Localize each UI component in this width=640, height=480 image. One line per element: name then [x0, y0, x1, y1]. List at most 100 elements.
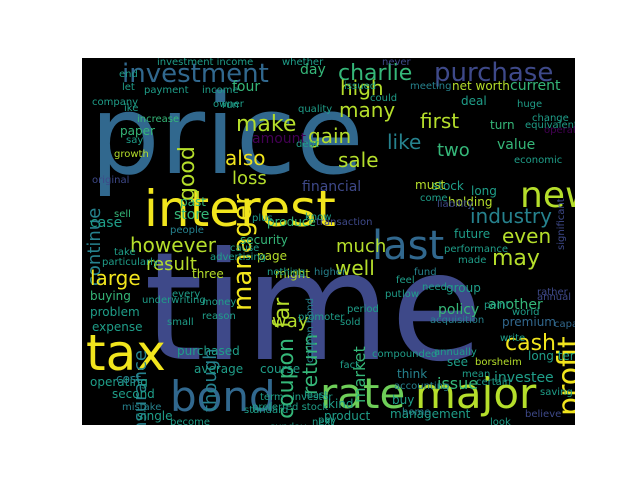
- word-ike: ike: [124, 103, 139, 114]
- word-particularly: particularly: [102, 257, 159, 268]
- word-mistake: mistake: [122, 402, 162, 413]
- word-long: long: [471, 184, 497, 198]
- word-rate: rate: [320, 369, 406, 418]
- word-investment-income: investment income: [157, 58, 254, 68]
- word-believe: believe: [525, 409, 562, 420]
- word-pay: pay: [318, 415, 337, 426]
- word-way: way: [272, 311, 309, 332]
- word-annually: annually: [434, 347, 477, 358]
- word-cause: cause: [230, 243, 260, 254]
- word-operation: operation: [544, 125, 575, 136]
- word-promoter: promoter: [298, 312, 345, 323]
- word-day: day: [300, 62, 326, 78]
- word-home: home: [402, 407, 431, 418]
- word-acquisition: acquisition: [430, 315, 485, 326]
- word-need: need: [422, 282, 447, 293]
- word-compounded: compounded: [372, 349, 438, 360]
- word-value: value: [497, 137, 536, 153]
- word-people: people: [170, 225, 204, 236]
- word-loss: loss: [232, 168, 267, 189]
- word-capacity: capacity: [554, 319, 575, 330]
- word-also: also: [225, 146, 266, 170]
- word-feel: feel: [396, 275, 415, 286]
- word-single: single: [137, 409, 173, 423]
- word-buy: buy: [392, 393, 415, 407]
- word-let: let: [122, 82, 135, 93]
- word-plus: plus: [252, 213, 273, 224]
- word-issued: issued: [344, 81, 377, 92]
- word-interest: interest: [144, 180, 336, 238]
- word-annual: annual: [537, 292, 572, 303]
- word-good: good: [175, 146, 200, 201]
- word-purchase: purchase: [434, 58, 554, 88]
- word-net-worth: net worth: [452, 79, 510, 93]
- word-come: come: [420, 193, 448, 204]
- word-take: take: [114, 247, 136, 258]
- word-policy: policy: [438, 302, 480, 318]
- word-higher: higher: [314, 267, 347, 278]
- word-certain: certain: [476, 377, 511, 388]
- word-high: high: [340, 76, 384, 100]
- word-many: many: [339, 98, 396, 122]
- word-could: could: [370, 93, 398, 104]
- word-income: income: [202, 85, 239, 96]
- word-coupon-bond: coupon bond: [305, 297, 316, 363]
- word-change: change: [532, 113, 569, 124]
- word-average: average: [194, 362, 244, 376]
- word-standard: standard: [244, 405, 289, 416]
- word-four: four: [232, 79, 261, 95]
- word-future: future: [454, 227, 491, 241]
- word-term: term: [260, 392, 284, 403]
- word-money: money: [202, 297, 237, 308]
- word-two: two: [437, 140, 470, 161]
- word-case: case: [90, 215, 123, 231]
- word-product: product: [324, 409, 371, 423]
- word-owner: owner: [213, 99, 244, 110]
- word-cash: cash: [505, 331, 556, 356]
- word-investee: investee: [494, 370, 554, 386]
- word-might: might: [275, 267, 310, 281]
- word-liability: liability: [437, 199, 474, 210]
- word-underwriting: underwriting: [142, 295, 206, 306]
- word-time: time: [144, 221, 483, 395]
- word-group: group: [446, 281, 481, 295]
- word-least: least: [304, 390, 329, 401]
- word-sell: sell: [114, 209, 131, 220]
- word-gain: gain: [308, 124, 352, 148]
- word-buying: buying: [90, 289, 131, 303]
- word-next: next: [312, 417, 335, 426]
- word-even: even: [502, 224, 552, 248]
- word-charlie: charlie: [338, 61, 413, 86]
- word-another: another: [488, 297, 543, 313]
- word-sunday: sunday: [270, 423, 306, 426]
- word-payment: payment: [144, 85, 189, 96]
- word-deal: deal: [461, 94, 487, 108]
- word-bond: bond: [170, 372, 276, 421]
- word-large: large: [90, 266, 141, 290]
- word-point: point: [484, 300, 510, 311]
- word-premium: premium: [502, 315, 556, 329]
- word-equivalent: equivalent: [525, 120, 575, 131]
- word-fact: fact: [340, 360, 360, 371]
- word-course: course: [260, 362, 301, 376]
- word-company: company: [92, 97, 139, 108]
- word-see: see: [447, 355, 469, 369]
- word-price: price: [90, 71, 364, 199]
- word-growth: growth: [114, 149, 149, 160]
- word-last: last: [372, 223, 445, 269]
- word-holding: holding: [448, 195, 493, 209]
- word-significant: significant: [556, 198, 567, 250]
- word-page: page: [257, 249, 287, 263]
- word-nothing: nothing: [267, 267, 306, 278]
- word-whether: whether: [282, 58, 324, 68]
- word-put: put: [385, 289, 402, 300]
- word-much: much: [336, 236, 387, 257]
- word-world: world: [512, 307, 540, 318]
- word-financial: financial: [302, 179, 362, 195]
- word-huge: huge: [517, 99, 543, 110]
- word-kind: kind: [328, 397, 354, 411]
- word-never: never: [382, 58, 411, 68]
- word-know: know: [305, 212, 332, 223]
- word-economic: economic: [514, 155, 563, 166]
